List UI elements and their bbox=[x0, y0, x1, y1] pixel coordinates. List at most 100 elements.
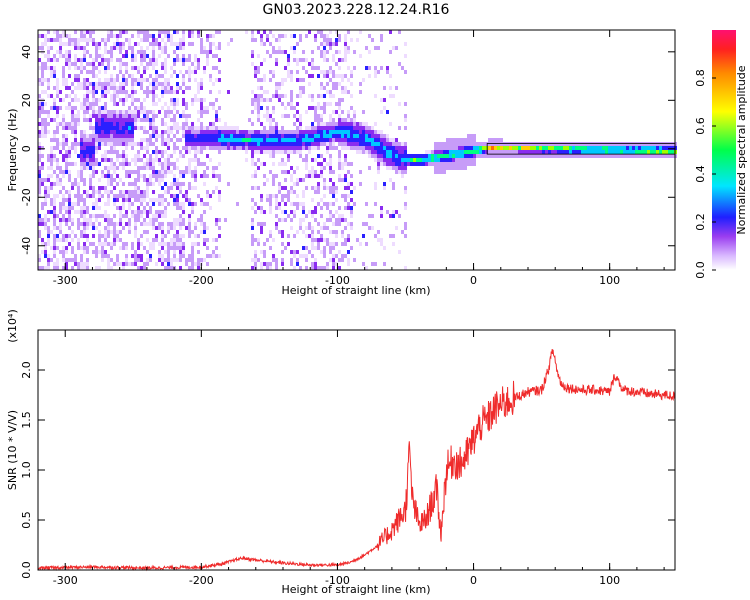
spectrogram-cell bbox=[218, 198, 221, 202]
spectrogram-cell bbox=[146, 30, 149, 34]
spectrogram-cell bbox=[341, 130, 344, 134]
spectrogram-cell bbox=[38, 234, 41, 238]
spectrogram-cell bbox=[386, 154, 389, 158]
spectrogram-cell bbox=[92, 126, 95, 130]
spectrogram-cell bbox=[623, 146, 626, 150]
spectrogram-cell bbox=[83, 214, 86, 218]
spectrogram-cell bbox=[275, 122, 278, 126]
spectrogram-cell bbox=[353, 258, 356, 262]
spectrogram-cell bbox=[134, 114, 137, 118]
spectrogram-cell bbox=[167, 90, 170, 94]
spectrogram-cell bbox=[77, 190, 80, 194]
spectrogram-cell bbox=[512, 142, 515, 146]
spectrogram-cell bbox=[260, 146, 263, 150]
spectrogram-cell bbox=[113, 170, 116, 174]
spectrogram-cell bbox=[218, 234, 221, 238]
spectrogram-cell bbox=[167, 78, 170, 82]
spectrogram-cell bbox=[272, 118, 275, 122]
spectrogram-cell bbox=[206, 38, 209, 42]
spectrogram-cell bbox=[134, 162, 137, 166]
spectrogram-cell bbox=[362, 262, 365, 266]
spectrogram-cell bbox=[443, 150, 446, 154]
spectrogram-cell bbox=[335, 242, 338, 246]
spectrogram-cell bbox=[359, 138, 362, 142]
spectrogram-cell bbox=[269, 154, 272, 158]
spectrogram-cell bbox=[206, 226, 209, 230]
spectrogram-cell bbox=[167, 82, 170, 86]
spectrogram-cell bbox=[65, 142, 68, 146]
spectrogram-cell bbox=[71, 114, 74, 118]
spectrogram-cell bbox=[38, 46, 41, 50]
spectrogram-cell bbox=[257, 186, 260, 190]
spectrogram-cell bbox=[578, 154, 581, 158]
spectrogram-cell bbox=[197, 146, 200, 150]
spectrogram-cell bbox=[134, 258, 137, 262]
spectrogram-cell bbox=[161, 62, 164, 66]
spectrogram-cell bbox=[272, 154, 275, 158]
spectrogram-cell bbox=[344, 34, 347, 38]
spectrogram-cell bbox=[161, 46, 164, 50]
spectrogram-cell bbox=[122, 138, 125, 142]
snr-plot-area bbox=[38, 330, 675, 570]
spectrogram-cell bbox=[44, 122, 47, 126]
spectrogram-cell bbox=[161, 122, 164, 126]
spectrogram-cell bbox=[122, 118, 125, 122]
spectrogram-cell bbox=[59, 46, 62, 50]
spectrogram-cell bbox=[455, 162, 458, 166]
spectrogram-cell bbox=[158, 214, 161, 218]
spectrogram-cell bbox=[170, 102, 173, 106]
spectrogram-cell bbox=[347, 130, 350, 134]
spectrogram-cell bbox=[209, 130, 212, 134]
spectrogram-cell bbox=[155, 158, 158, 162]
spectrogram-cell bbox=[95, 198, 98, 202]
spectrogram-cell bbox=[272, 258, 275, 262]
spectrogram-cell bbox=[404, 162, 407, 166]
spectrogram-cell bbox=[83, 178, 86, 182]
spectrogram-cell bbox=[335, 30, 338, 34]
spectrogram-cell bbox=[134, 98, 137, 102]
spectrogram-cell bbox=[68, 150, 71, 154]
spectrogram-cell bbox=[464, 166, 467, 170]
spectrogram-cell bbox=[206, 34, 209, 38]
spectrogram-cell bbox=[332, 254, 335, 258]
spectrogram-cell bbox=[629, 142, 632, 146]
spectrogram-cell bbox=[173, 142, 176, 146]
spectrogram-cell bbox=[140, 158, 143, 162]
spectrogram-cell bbox=[77, 42, 80, 46]
spectrogram-cell bbox=[593, 142, 596, 146]
spectrogram-cell bbox=[275, 138, 278, 142]
spectrogram-cell bbox=[80, 162, 83, 166]
spectrogram-cell bbox=[131, 118, 134, 122]
spectrogram-cell bbox=[380, 146, 383, 150]
spectrogram-cell bbox=[530, 154, 533, 158]
spectrogram-cell bbox=[44, 198, 47, 202]
spectrogram-cell bbox=[218, 78, 221, 82]
spectrogram-cell bbox=[119, 162, 122, 166]
spectrogram-cell bbox=[197, 98, 200, 102]
spectrogram-cell bbox=[323, 50, 326, 54]
spectrogram-cell bbox=[56, 94, 59, 98]
spectrogram-cell bbox=[293, 150, 296, 154]
spectrogram-cell bbox=[143, 30, 146, 34]
spectrogram-cell bbox=[98, 46, 101, 50]
spectrogram-cell bbox=[392, 210, 395, 214]
spectrogram-cell bbox=[137, 98, 140, 102]
spectrogram-cell bbox=[152, 118, 155, 122]
spectrogram-cell bbox=[107, 34, 110, 38]
spectrogram-cell bbox=[332, 262, 335, 266]
spectrogram-cell bbox=[416, 162, 419, 166]
spectrogram-cell bbox=[449, 142, 452, 146]
spectrogram-cell bbox=[41, 242, 44, 246]
spectrogram-cell bbox=[323, 42, 326, 46]
spectrogram-cell bbox=[41, 130, 44, 134]
spectrogram-cell bbox=[152, 226, 155, 230]
spectrogram-cell bbox=[323, 74, 326, 78]
spectrogram-cell bbox=[119, 214, 122, 218]
spectrogram-cell bbox=[194, 58, 197, 62]
spectrogram-cell bbox=[104, 142, 107, 146]
spectrogram-cell bbox=[275, 58, 278, 62]
spectrogram-cell bbox=[338, 74, 341, 78]
spectrogram-cell bbox=[374, 158, 377, 162]
spectrogram-cell bbox=[644, 150, 647, 154]
spectrogram-cell bbox=[455, 142, 458, 146]
